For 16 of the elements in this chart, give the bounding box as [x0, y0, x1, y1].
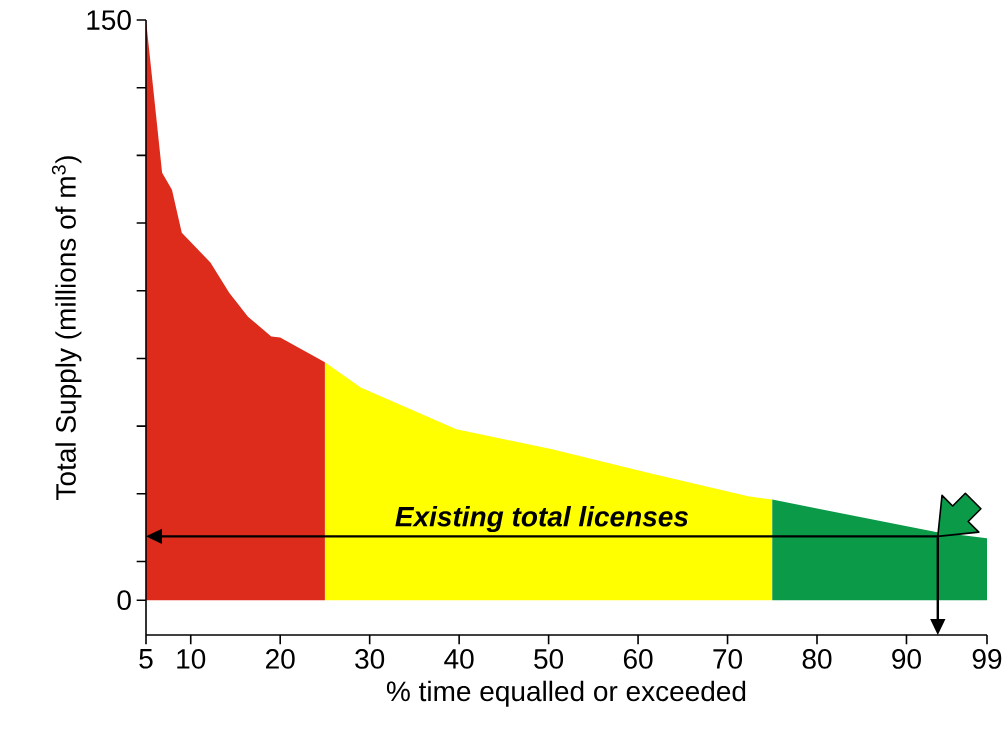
- x-tick-label: 50: [534, 649, 564, 669]
- x-tick-label: 5: [139, 649, 153, 669]
- x-tick-label: 30: [355, 649, 385, 669]
- x-tick-label: 60: [623, 649, 653, 669]
- x-tick-label: 70: [713, 649, 743, 669]
- y-axis-title: Total Supply (millions of m$^{3}$): [51, 156, 82, 500]
- x-tick-label: 40: [444, 649, 474, 669]
- x-tick-label: 80: [802, 649, 832, 669]
- ref-line-label: Existing total licenses: [395, 506, 688, 533]
- x-tick-label: 10: [177, 649, 206, 669]
- x-axis-title: % time equalled or exceeded: [386, 680, 746, 707]
- x-tick-label: 99: [972, 649, 1002, 669]
- y-tick-label: 0: [117, 590, 131, 611]
- x-tick-label: 90: [892, 649, 921, 669]
- x-tick-label: 20: [266, 649, 295, 669]
- y-tick-label: 150: [87, 10, 131, 30]
